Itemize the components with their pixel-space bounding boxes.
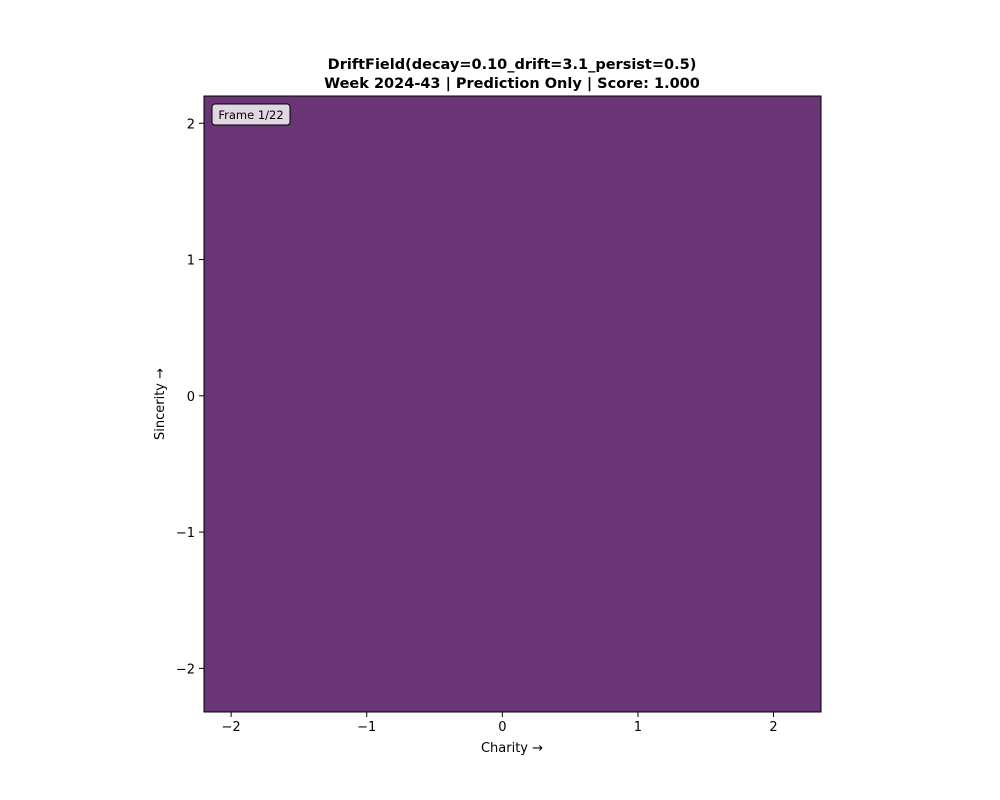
x-axis-ticks: −2 −1 0 1 2 — [222, 712, 778, 735]
frame-annotation-box — [211, 103, 291, 126]
y-tick-label: 1 — [187, 254, 195, 269]
x-tick-label: 1 — [634, 720, 642, 735]
y-tick-label: −1 — [176, 526, 195, 541]
x-tick-label: 0 — [498, 720, 506, 735]
x-tick-label: 2 — [769, 720, 777, 735]
y-tick-label: 2 — [187, 117, 195, 132]
y-axis-label: Sincerity → — [153, 368, 168, 440]
y-tick-label: −2 — [176, 662, 195, 677]
chart-title: DriftField(decay=0.10_drift=3.1_persist=… — [328, 57, 697, 73]
plot-area — [203, 95, 822, 713]
y-axis-ticks: −2 −1 0 1 2 — [176, 117, 204, 677]
x-tick-label: −1 — [357, 720, 376, 735]
frame-annotation: Frame 1/22 — [211, 103, 291, 126]
heatmap-fill — [204, 96, 821, 712]
x-tick-label: −2 — [222, 720, 241, 735]
x-axis-label: Charity → — [481, 741, 543, 756]
plot-frame — [203, 95, 822, 713]
y-tick-label: 0 — [187, 390, 195, 405]
chart-subtitle: Week 2024-43 | Prediction Only | Score: … — [324, 76, 700, 92]
frame-annotation-text: Frame 1/22 — [218, 108, 283, 122]
